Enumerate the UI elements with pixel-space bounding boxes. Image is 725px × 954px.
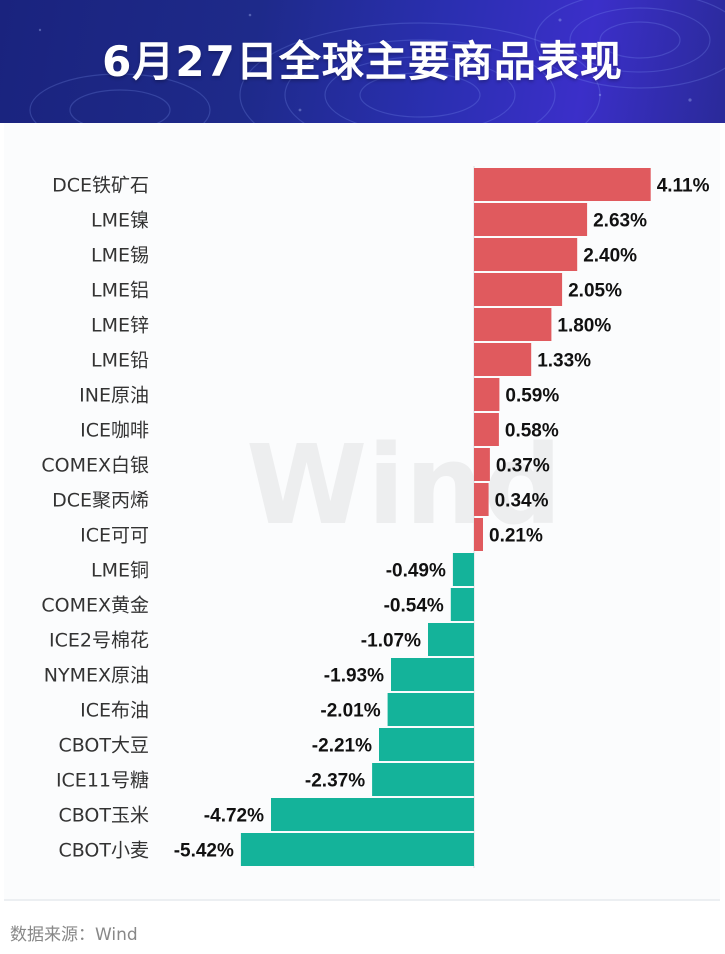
data-label: 0.21% [489,526,543,547]
data-label: -0.54% [384,596,444,617]
data-label: 1.80% [557,316,611,337]
category-label: CBOT玉米 [58,805,149,827]
category-label: LME锌 [91,315,149,337]
bar [271,798,474,831]
data-label: 0.37% [496,456,550,477]
data-label: 0.58% [505,421,559,442]
bar [474,378,500,411]
category-label: CBOT小麦 [58,840,149,862]
data-label: 1.33% [537,351,591,372]
category-label: DCE聚丙烯 [52,490,149,512]
chart-panel: Wind DCE铁矿石 4.11% LME镍 2.63% LME锡 2.40% LME铝 2.… [4,123,720,901]
data-label: 2.40% [583,246,637,267]
header-banner: 6月27日全球主要商品表现 [0,0,725,123]
data-label: -4.72% [204,806,264,827]
data-label: 2.05% [568,281,622,302]
data-label: 0.59% [505,386,559,407]
category-label: COMEX白银 [41,455,149,477]
bar [240,833,474,866]
data-label: -5.42% [174,841,234,862]
category-label: LME锡 [91,245,149,267]
bar [372,763,474,796]
data-label: -2.37% [305,771,365,792]
data-label: -2.01% [320,701,380,722]
source-note: 数据来源：Wind [10,925,138,945]
category-label: LME铅 [91,350,149,372]
bar [428,623,474,656]
bar-chart: Wind DCE铁矿石 4.11% LME镍 2.63% LME锡 2.40% LME铝 2.… [41,166,710,868]
bar [474,413,499,446]
data-label: -1.93% [324,666,384,687]
bar [474,168,651,201]
category-label: COMEX黄金 [41,595,149,617]
bar [452,553,474,586]
data-label: -1.07% [361,631,421,652]
bars-layer: DCE铁矿石 4.11% LME镍 2.63% LME锡 2.40% LME铝 2.05% LM… [41,166,710,868]
category-label: INE原油 [79,385,149,407]
bar [474,203,588,236]
page-title: 6月27日全球主要商品表现 [102,37,623,86]
bar [450,588,474,621]
category-label: ICE咖啡 [80,420,149,442]
category-label: LME镍 [91,210,149,232]
bar [474,448,490,481]
bar [474,273,563,306]
category-label: CBOT大豆 [58,735,149,757]
data-label: -2.21% [312,736,372,757]
category-label: ICE布油 [80,700,149,722]
category-label: LME铜 [91,560,149,582]
category-label: LME铝 [91,280,149,302]
bar [474,483,489,516]
bar [474,518,483,551]
bar [387,693,474,726]
category-label: ICE2号棉花 [49,630,149,652]
bar [474,343,532,376]
category-label: NYMEX原油 [44,665,149,687]
data-label: 2.63% [593,211,647,232]
bar [379,728,474,761]
bar [474,238,578,271]
data-label: 4.11% [657,176,710,197]
bar [391,658,474,691]
category-label: ICE11号糖 [56,770,149,792]
category-label: ICE可可 [80,525,149,547]
bar [474,308,552,341]
category-label: DCE铁矿石 [52,175,149,197]
watermark: Wind [246,421,562,549]
data-label: 0.34% [495,491,549,512]
data-label: -0.49% [386,561,446,582]
contour-decoration [29,0,725,123]
